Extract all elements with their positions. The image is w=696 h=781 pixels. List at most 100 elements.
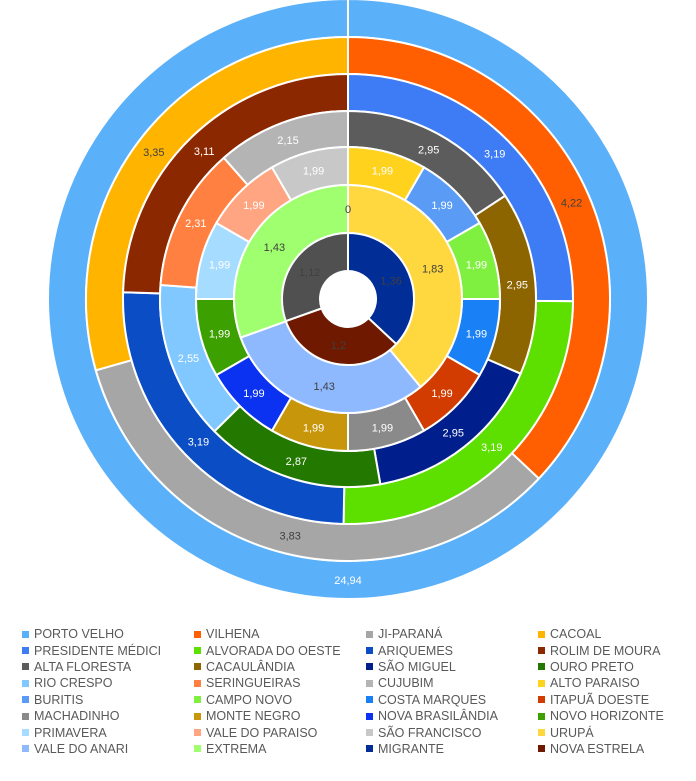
legend-swatch [366,696,373,704]
data-label-ring-5-primavera: 1,99 [209,260,230,272]
legend-item-vale-do-anari: VALE DO ANARI [22,741,194,757]
legend-label: CUJUBIM [378,676,434,691]
data-label-ring-4-seringueiras: 2,31 [185,218,206,230]
legend-swatch [194,745,201,753]
legend-item-alto-paraiso: ALTO PARAISO [538,675,688,691]
legend-item-nova-brasilandia: NOVA BRASILÂNDIA [366,708,538,724]
data-label-ring-2-cacoal: 3,35 [143,147,164,159]
legend-label: COSTA MARQUES [378,692,487,707]
legend-item-seringueiras: SERINGUEIRAS [194,675,366,691]
legend-item-vale-do-paraiso: VALE DO PARAISO [194,724,366,740]
doughnut-chart: 24,94 4,22 3,83 3,35 3,19 3,19 3,19 3,11 2,95 2,9… [47,0,649,600]
legend-item-monte-negro: MONTE NEGRO [194,708,366,724]
data-label-ring-5-campo-novo: 1,99 [466,260,487,272]
data-label-ring-3-rolim-de-moura: 3,11 [194,146,215,158]
legend-item-alvorada-do-oeste: ALVORADA DO OESTE [194,642,366,658]
legend-label: ALTO PARAISO [550,676,640,691]
data-label-ring-3-ariquemes: 3,19 [188,436,209,448]
legend-item-nova-estrela: NOVA ESTRELA [538,741,688,757]
legend-item-vilhena: VILHENA [194,626,366,642]
legend-item-rolim-de-moura: ROLIM DE MOURA [538,642,688,658]
legend-item-machadinho: MACHADINHO [22,708,194,724]
legend-label: BURITIS [34,692,84,707]
legend-label: RIO CRESPO [34,676,113,691]
legend-item-sao-francisco: SÃO FRANCISCO [366,724,538,740]
legend-swatch [538,679,545,687]
legend-swatch [194,696,201,704]
legend-label: NOVA BRASILÂNDIA [378,709,498,724]
data-label-ring-5-machadinho: 1,99 [372,422,393,434]
legend-swatch [22,663,29,671]
legend-swatch [538,712,545,720]
legend-swatch [366,745,373,753]
data-label-ring-2-ji-parana: 3,83 [279,531,300,543]
data-label-ring-6-vale-do-anari: 1,43 [313,381,334,393]
legend-swatch [366,712,373,720]
legend-swatch [538,630,545,638]
data-label-ring-7-migrante: 1,36 [380,275,401,287]
legend-label: MACHADINHO [34,709,120,724]
legend-label: JI-PARANÁ [378,627,443,642]
data-label-ring-6-extrema: 1,43 [264,242,285,254]
data-label-ring-5-alto-paraiso: 1,99 [372,166,393,178]
legend-swatch [366,663,373,671]
legend-label: ALVORADA DO OESTE [206,643,341,658]
legend-item-extrema: EXTREMA [194,741,366,757]
legend-item-migrante: MIGRANTE [366,741,538,757]
data-label-ring-4-cacaulandia: 2,95 [507,279,528,291]
legend-swatch [366,679,373,687]
data-label-ring-4-sao-miguel: 2,95 [443,428,464,440]
legend-item-presidente-medici: PRESIDENTE MÉDICI [22,642,194,658]
data-label-ring-5-vale-do-paraiso: 1,99 [243,200,264,212]
legend-label: NOVO HORIZONTE [550,709,664,724]
legend-swatch [194,647,201,655]
legend-label: URUPÁ [550,725,594,740]
legend-swatch [22,647,29,655]
legend-label: ARIQUEMES [378,643,454,658]
ring-7-slice-nova-estrela [284,307,398,366]
legend-item-ariquemes: ARIQUEMES [366,642,538,658]
legend-swatch [366,729,373,737]
legend-label: OURO PRETO [550,659,634,674]
legend-item-cacaulandia: CACAULÂNDIA [194,659,366,675]
legend-item-ouro-preto: OURO PRETO [538,659,688,675]
legend-swatch [194,630,201,638]
legend-label: EXTREMA [206,741,267,756]
legend-label: ROLIM DE MOURA [550,643,661,658]
legend-swatch [194,663,201,671]
legend-item-itapua-doeste: ITAPUÃ DOESTE [538,692,688,708]
data-label-ring-3-presidente-medici: 3,19 [484,149,505,161]
legend-swatch [366,630,373,638]
legend-label: CAMPO NOVO [206,692,293,707]
rings-layer [47,0,649,600]
legend-label: CACOAL [550,627,602,642]
data-label-ring-2-vilhena: 4,22 [561,197,582,209]
legend-label: SÃO MIGUEL [378,659,456,674]
data-label-ring-5-costa-marques: 1,99 [466,328,487,340]
data-label-ring-6-item-0: 0 [345,204,351,216]
data-label-ring-4-rio-crespo: 2,55 [178,353,199,365]
legend-item-porto-velho: PORTO VELHO [22,626,194,642]
legend-swatch [22,712,29,720]
legend-label: VALE DO PARAISO [206,725,318,740]
legend-item-novo-horizonte: NOVO HORIZONTE [538,708,688,724]
data-label-ring-4-ouro-preto: 2,87 [286,456,307,468]
legend-swatch [22,696,29,704]
data-label-ring-7-item-2: 1,12 [299,267,320,279]
legend-item-campo-novo: CAMPO NOVO [194,692,366,708]
data-label-ring-5-sao-francisco: 1,99 [303,166,324,178]
data-label-ring-5-novo-horizonte: 1,99 [209,328,230,340]
legend-label: SÃO FRANCISCO [378,725,482,740]
legend-label: SERINGUEIRAS [206,676,301,691]
data-label-ring-6-urupa: 1,83 [422,264,443,276]
ring-7-slice-item-2 [281,231,349,323]
legend: PORTO VELHO VILHENA JI-PARANÁ CACOAL PRESIDE… [22,626,682,757]
data-labels-layer: 24,94 4,22 3,83 3,35 3,19 3,19 3,19 3,11 2,95 2,9… [143,135,582,587]
legend-item-primavera: PRIMAVERA [22,724,194,740]
data-label-ring-4-cujubim: 2,15 [277,135,298,147]
data-label-ring-5-itapua-doeste: 1,99 [431,388,452,400]
legend-item-alta-floresta: ALTA FLORESTA [22,659,194,675]
legend-item-urupa: URUPÁ [538,724,688,740]
legend-item-ji-parana: JI-PARANÁ [366,626,538,642]
data-label-ring-1-porto-velho: 24,94 [334,575,362,587]
